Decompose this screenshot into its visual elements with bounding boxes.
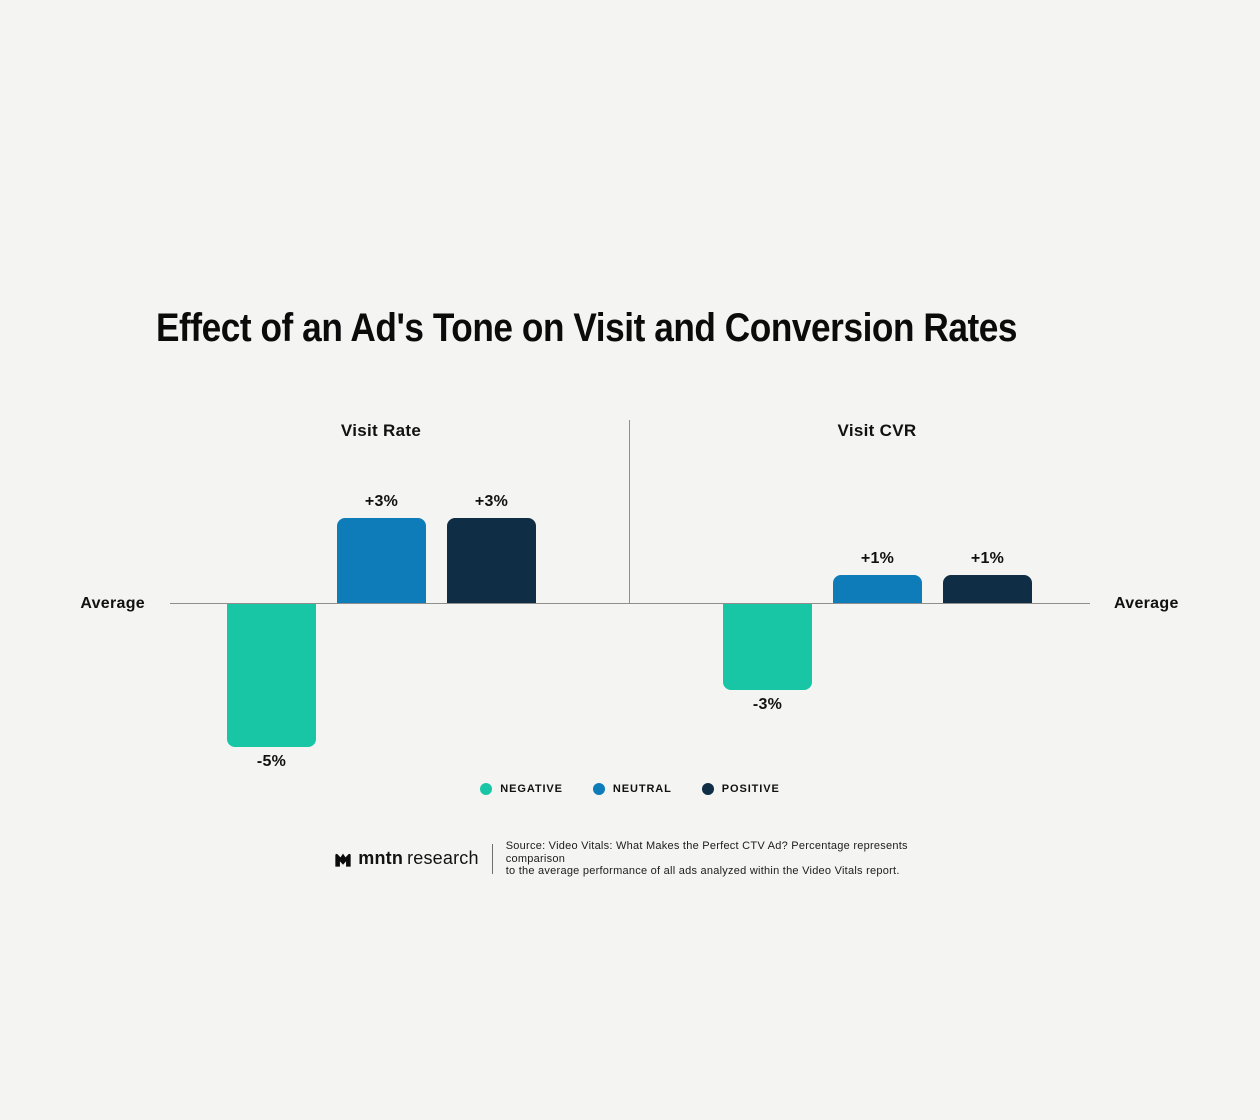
baseline-axis: [170, 603, 1090, 604]
positive-dot-icon: [701, 783, 714, 795]
bar-visit-rate-negative: [227, 604, 316, 747]
bar-visit-rate-positive: [447, 517, 536, 603]
bar-value-label: -5%: [256, 752, 287, 770]
legend-label: NEGATIVE: [500, 783, 563, 795]
neutral-dot-icon: [592, 783, 605, 795]
bar-visit-cvr-positive: [943, 574, 1032, 603]
legend-item-negative: NEGATIVE: [480, 783, 563, 795]
panel-divider-line: [629, 420, 630, 604]
chart-legend: NEGATIVE NEUTRAL POSITIVE: [0, 783, 1260, 795]
footer: mntn research Source: Video Vitals: What …: [0, 840, 1260, 878]
footer-divider-line: [491, 843, 493, 874]
legend-label: POSITIVE: [721, 783, 780, 795]
bar-value-label: +1%: [970, 549, 1005, 567]
panel-title-visit-cvr: Visit CVR: [837, 421, 917, 440]
source-note: Source: Video Vitals: What Makes the Per…: [506, 840, 926, 878]
legend-item-positive: POSITIVE: [701, 783, 780, 795]
negative-dot-icon: [480, 783, 493, 795]
bar-value-label: +3%: [474, 492, 509, 510]
brand-text: mntn research: [358, 848, 478, 869]
bar-value-label: -3%: [752, 695, 783, 713]
bar-visit-cvr-negative: [723, 604, 812, 690]
legend-label: NEUTRAL: [612, 783, 672, 795]
brand-name: mntn: [358, 848, 404, 869]
average-label-right: Average: [1114, 595, 1179, 612]
bar-value-label: +1%: [860, 549, 895, 567]
bar-visit-rate-neutral: [337, 517, 426, 603]
source-line-2: to the average performance of all ads an…: [505, 865, 900, 877]
average-label-left: Average: [80, 595, 145, 612]
mntn-m-icon: [335, 853, 351, 867]
bar-visit-cvr-neutral: [833, 574, 922, 603]
legend-item-neutral: NEUTRAL: [592, 783, 672, 795]
brand-logo: mntn research: [334, 848, 479, 869]
brand-suffix: research: [407, 848, 479, 869]
bar-value-label: +3%: [364, 492, 399, 510]
panel-title-visit-rate: Visit Rate: [340, 421, 422, 440]
source-line-1: Source: Video Vitals: What Makes the Per…: [505, 840, 908, 865]
page-title: Effect of an Ad's Tone on Visit and Conv…: [156, 306, 1018, 350]
